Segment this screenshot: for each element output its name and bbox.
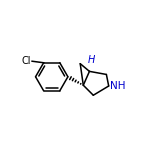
Text: NH: NH bbox=[110, 81, 126, 91]
Text: H: H bbox=[87, 55, 95, 65]
Text: Cl: Cl bbox=[22, 56, 31, 66]
